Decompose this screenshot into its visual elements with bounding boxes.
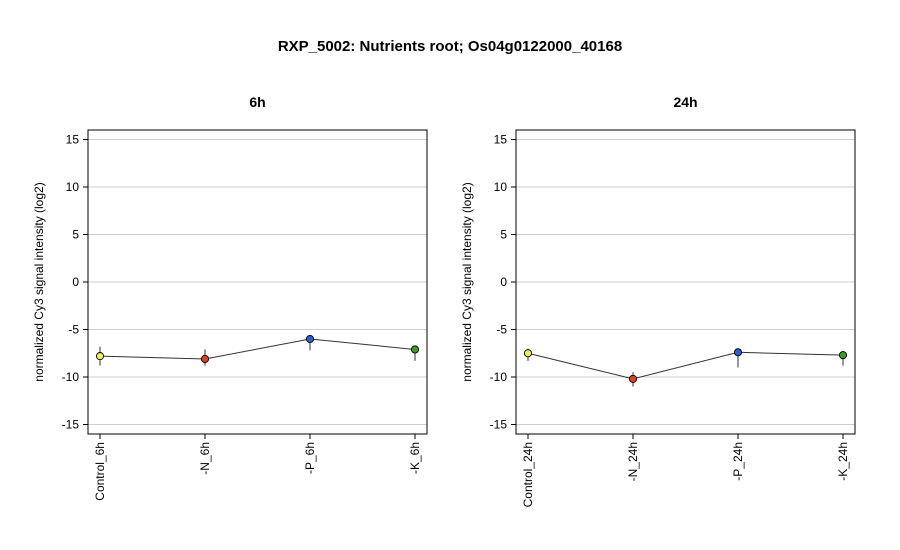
figure-title: RXP_5002: Nutrients root; Os04g0122000_4… — [277, 38, 623, 55]
y-tick-label: 10 — [66, 180, 80, 194]
y-tick-label: 0 — [72, 275, 79, 289]
y-tick-label: -10 — [62, 370, 80, 384]
y-tick-label: -5 — [68, 323, 79, 337]
x-tick-label: -P_24h — [731, 442, 745, 481]
y-tick-label: -15 — [62, 418, 80, 432]
x-tick-label: -N_6h — [198, 442, 212, 475]
data-point — [200, 354, 210, 364]
y-tick-label: 15 — [494, 133, 508, 147]
y-tick-label: 5 — [72, 228, 79, 242]
data-point — [410, 345, 420, 354]
data-point — [305, 334, 315, 344]
x-tick-label: Control_6h — [93, 442, 107, 501]
series-line — [99, 338, 416, 360]
y-tick-label: -5 — [496, 323, 507, 337]
y-tick-label: 0 — [500, 275, 507, 289]
data-point — [733, 348, 743, 357]
data-point — [838, 351, 848, 360]
x-tick-label: -N_24h — [626, 442, 640, 481]
x-tick-label: -P_6h — [303, 442, 317, 474]
data-point — [628, 374, 638, 383]
data-point — [523, 349, 533, 358]
y-tick-label: 5 — [500, 228, 507, 242]
x-tick-label: -K_6h — [408, 442, 422, 474]
x-tick-label: Control_24h — [521, 442, 535, 507]
y-axis-label: normalized Cy3 signal intensity (log2) — [32, 182, 46, 381]
y-tick-label: 15 — [66, 133, 80, 147]
y-tick-label: 10 — [494, 180, 508, 194]
y-axis-label: normalized Cy3 signal intensity (log2) — [460, 182, 474, 381]
x-tick-label: -K_24h — [836, 442, 850, 481]
series-line — [527, 351, 844, 380]
panel-title: 24h — [673, 94, 697, 110]
y-tick-label: -15 — [490, 418, 508, 432]
y-tick-label: -10 — [490, 370, 508, 384]
data-point — [95, 352, 105, 361]
panel-title: 6h — [249, 94, 265, 110]
